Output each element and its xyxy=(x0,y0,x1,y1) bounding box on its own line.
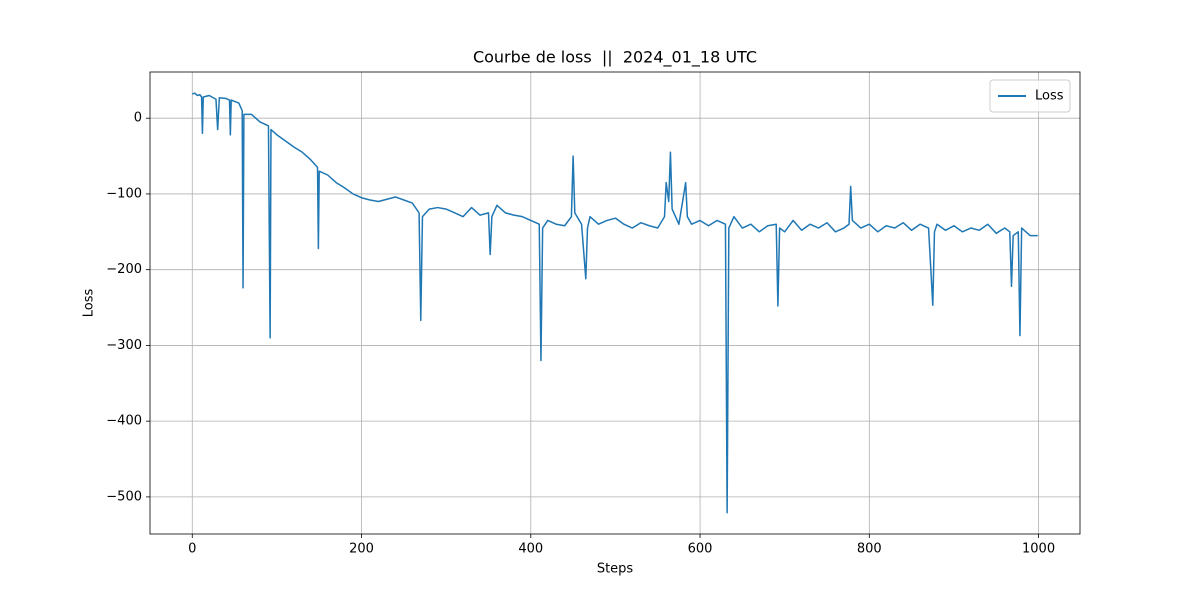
x-tick-label: 400 xyxy=(518,542,543,557)
x-tick-label: 600 xyxy=(688,542,713,557)
chart-title: Courbe de loss || 2024_01_18 UTC xyxy=(473,48,757,68)
y-tick-label: −500 xyxy=(106,489,142,504)
y-tick-label: −300 xyxy=(106,338,142,353)
x-tick-label: 1000 xyxy=(1022,542,1055,557)
legend-label: Loss xyxy=(1035,89,1064,104)
x-tick-label: 0 xyxy=(188,542,196,557)
y-tick-label: −200 xyxy=(106,262,142,277)
y-tick-label: −100 xyxy=(106,186,142,201)
y-tick-label: −400 xyxy=(106,414,142,429)
y-axis-label: Loss xyxy=(82,289,97,318)
legend-box xyxy=(989,79,1071,113)
x-axis-label: Steps xyxy=(597,562,634,577)
x-tick-label: 800 xyxy=(857,542,882,557)
loss-line xyxy=(192,92,1038,514)
plot-frame xyxy=(149,71,1081,535)
y-tick-label: 0 xyxy=(134,111,142,126)
x-tick-label: 200 xyxy=(349,542,374,557)
